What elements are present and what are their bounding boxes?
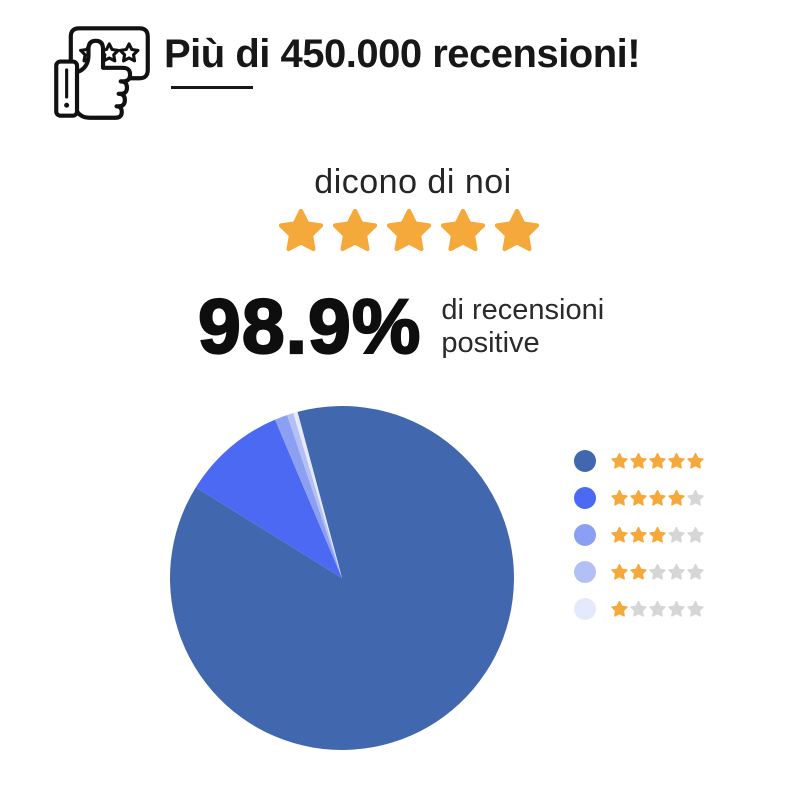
rating-stars bbox=[0, 208, 800, 255]
star-icon bbox=[611, 452, 628, 469]
star-icon bbox=[630, 600, 647, 617]
legend-row bbox=[574, 561, 704, 583]
legend-star-rating bbox=[611, 600, 704, 618]
star-icon bbox=[649, 563, 666, 580]
star-icon bbox=[668, 489, 685, 506]
star-icon bbox=[668, 600, 685, 617]
title-underline bbox=[171, 86, 253, 89]
reviews-pie-chart bbox=[170, 405, 515, 750]
legend-star-rating bbox=[611, 563, 704, 581]
star-icon bbox=[494, 208, 540, 252]
star-icon bbox=[611, 563, 628, 580]
page-title: Più di 450.000 recensioni! bbox=[164, 32, 641, 76]
percent-caption-line1: di recensioni bbox=[441, 294, 605, 326]
star-icon bbox=[630, 563, 647, 580]
positive-percent: 98.9% bbox=[197, 284, 422, 370]
legend-color-dot bbox=[574, 487, 596, 509]
percent-caption-line2: positive bbox=[441, 327, 540, 359]
star-icon bbox=[611, 600, 628, 617]
star-icon bbox=[687, 489, 704, 506]
pie-legend bbox=[574, 450, 704, 620]
star-icon bbox=[440, 208, 486, 252]
star-icon bbox=[386, 208, 432, 252]
star-icon bbox=[687, 452, 704, 469]
star-icon bbox=[649, 526, 666, 543]
legend-color-dot bbox=[574, 524, 596, 546]
star-icon bbox=[668, 563, 685, 580]
star-icon bbox=[668, 526, 685, 543]
legend-row bbox=[574, 487, 704, 509]
star-icon bbox=[687, 526, 704, 543]
star-icon bbox=[649, 600, 666, 617]
star-icon bbox=[687, 600, 704, 617]
star-icon bbox=[668, 452, 685, 469]
legend-row bbox=[574, 450, 704, 472]
legend-star-rating bbox=[611, 526, 704, 544]
star-icon bbox=[611, 489, 628, 506]
star-icon bbox=[630, 452, 647, 469]
pie-slice-1-star bbox=[293, 411, 342, 578]
legend-row bbox=[574, 598, 704, 620]
pie-slice-4-star bbox=[195, 419, 342, 578]
percent-caption: di recensioni positive bbox=[441, 294, 604, 360]
star-icon bbox=[649, 452, 666, 469]
star-icon bbox=[649, 489, 666, 506]
legend-row bbox=[574, 524, 704, 546]
legend-color-dot bbox=[574, 598, 596, 620]
pie-slice-3-star bbox=[275, 414, 342, 578]
tagline: dicono di noi bbox=[314, 163, 512, 201]
percent-row: 98.9% di recensioni positive bbox=[197, 284, 604, 370]
pie-slice-2-star bbox=[287, 413, 342, 578]
legend-color-dot bbox=[574, 450, 596, 472]
star-icon bbox=[611, 526, 628, 543]
star-icon bbox=[332, 208, 378, 252]
legend-star-rating bbox=[611, 489, 704, 507]
star-icon bbox=[687, 563, 704, 580]
legend-color-dot bbox=[574, 561, 596, 583]
star-icon bbox=[630, 489, 647, 506]
star-icon bbox=[278, 208, 324, 252]
star-icon bbox=[630, 526, 647, 543]
pie-slice-5-star bbox=[170, 405, 515, 750]
reviews-thumbs-up-icon bbox=[50, 24, 154, 120]
legend-star-rating bbox=[611, 452, 704, 470]
